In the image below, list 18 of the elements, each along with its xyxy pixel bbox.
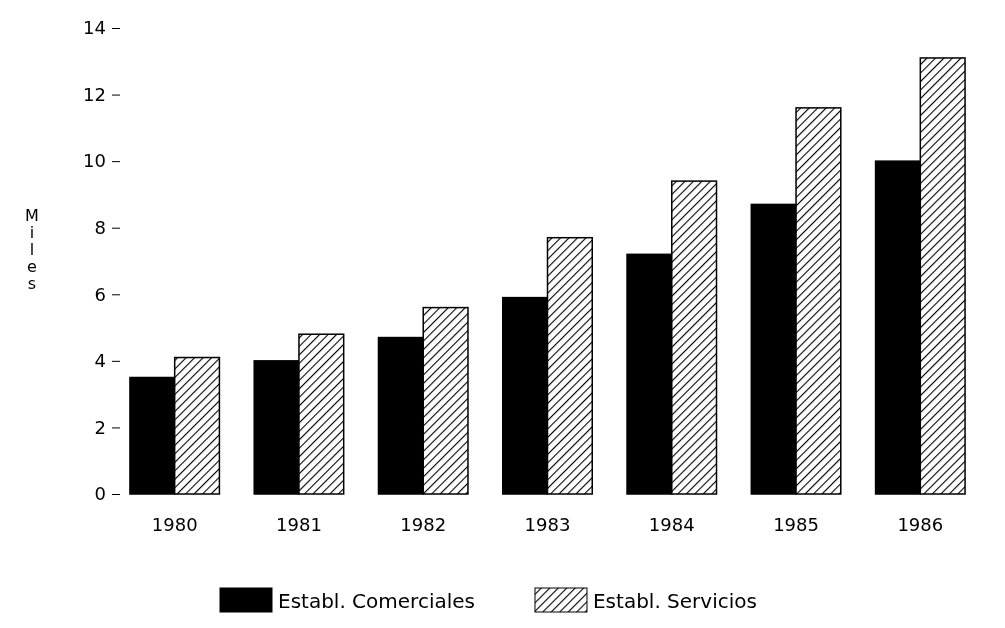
y-tick-label: 6	[94, 283, 106, 305]
y-tick-label: 4	[94, 350, 106, 372]
x-tick-label: 1985	[773, 513, 819, 535]
y-tick-label: 0	[94, 483, 106, 505]
y-axis-title: Miles	[25, 206, 39, 293]
y-tick-label: 12	[83, 83, 106, 105]
x-tick-label: 1981	[276, 513, 322, 535]
x-tick-label: 1983	[524, 513, 571, 535]
x-tick-label: 1982	[400, 513, 447, 535]
x-tick-label: 1984	[648, 513, 695, 535]
x-tick-label: 1980	[151, 513, 198, 535]
y-tick-label: 2	[94, 416, 106, 438]
y-tick-label: 8	[94, 216, 106, 238]
legend-label: Establ. Servicios	[592, 589, 757, 613]
legend-label: Establ. Comerciales	[278, 589, 475, 613]
y-tick-label: 14	[83, 17, 106, 39]
y-tick-label: 10	[83, 150, 106, 172]
x-tick-label: 1986	[897, 513, 944, 535]
